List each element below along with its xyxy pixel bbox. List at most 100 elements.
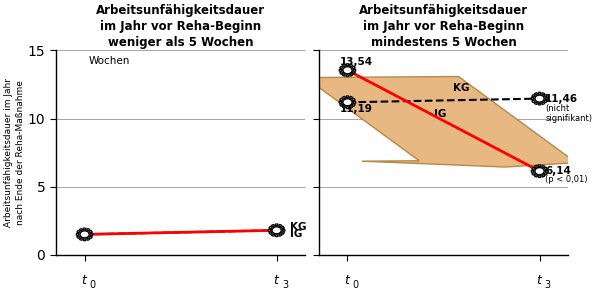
Polygon shape (532, 167, 535, 170)
Ellipse shape (343, 67, 352, 74)
Polygon shape (279, 234, 282, 236)
Polygon shape (352, 104, 355, 106)
Polygon shape (346, 107, 349, 108)
Polygon shape (350, 106, 353, 108)
Title: Arbeitsunfähigkeitsdauer
im Jahr vor Reha-Beginn
weniger als 5 Wochen: Arbeitsunfähigkeitsdauer im Jahr vor Reh… (96, 4, 265, 49)
Ellipse shape (343, 99, 352, 106)
Polygon shape (342, 64, 346, 67)
Polygon shape (342, 74, 346, 76)
Polygon shape (350, 64, 353, 67)
Ellipse shape (343, 99, 352, 106)
Polygon shape (545, 98, 548, 100)
Polygon shape (544, 100, 547, 103)
Polygon shape (340, 98, 343, 101)
Polygon shape (342, 106, 346, 108)
Polygon shape (86, 238, 90, 240)
Text: $t$: $t$ (273, 274, 280, 287)
Polygon shape (542, 93, 545, 95)
Polygon shape (352, 66, 355, 69)
Polygon shape (271, 224, 275, 227)
Polygon shape (350, 96, 353, 99)
Polygon shape (79, 238, 83, 240)
Polygon shape (340, 104, 343, 106)
Text: 3: 3 (282, 280, 288, 290)
Polygon shape (346, 75, 349, 76)
Polygon shape (281, 226, 284, 229)
Ellipse shape (343, 67, 352, 74)
Polygon shape (538, 165, 541, 167)
FancyArrow shape (305, 76, 600, 167)
Polygon shape (340, 72, 343, 74)
Polygon shape (275, 235, 278, 237)
Polygon shape (271, 234, 275, 236)
Y-axis label: Arbeitsunfähigkeitsdauer im Jahr
nach Ende der Reha-Maßnahme: Arbeitsunfähigkeitsdauer im Jahr nach En… (4, 78, 25, 227)
Polygon shape (340, 66, 343, 69)
Polygon shape (339, 69, 341, 71)
Polygon shape (89, 236, 92, 238)
Ellipse shape (535, 95, 544, 102)
Polygon shape (281, 232, 284, 234)
Polygon shape (534, 175, 538, 177)
Polygon shape (542, 165, 545, 168)
Polygon shape (269, 226, 272, 229)
Ellipse shape (535, 95, 544, 102)
Polygon shape (544, 95, 547, 97)
Polygon shape (350, 74, 353, 76)
Text: 13,54: 13,54 (340, 57, 373, 67)
Polygon shape (89, 230, 92, 233)
Text: KG: KG (290, 222, 307, 232)
Text: KG: KG (453, 83, 470, 93)
Polygon shape (531, 170, 533, 172)
Polygon shape (268, 229, 271, 231)
Polygon shape (91, 233, 93, 235)
Polygon shape (279, 224, 282, 227)
Text: (p < 0,01): (p < 0,01) (545, 175, 588, 184)
Text: (nicht
signifikant): (nicht signifikant) (545, 104, 592, 123)
Polygon shape (77, 236, 80, 238)
Ellipse shape (272, 227, 281, 234)
Polygon shape (346, 64, 349, 66)
Polygon shape (353, 69, 356, 71)
Text: Wochen: Wochen (88, 56, 130, 66)
Text: IG: IG (434, 108, 446, 118)
Polygon shape (542, 175, 545, 177)
Polygon shape (534, 93, 538, 95)
Text: $t$: $t$ (344, 274, 351, 287)
Polygon shape (339, 101, 341, 103)
Polygon shape (79, 228, 83, 231)
Ellipse shape (80, 231, 89, 238)
Polygon shape (534, 165, 538, 168)
Polygon shape (76, 233, 79, 235)
Text: $t$: $t$ (536, 274, 543, 287)
Polygon shape (83, 239, 86, 241)
Polygon shape (538, 176, 541, 178)
Text: 6,14: 6,14 (545, 166, 571, 176)
Polygon shape (538, 92, 541, 94)
Text: $t$: $t$ (81, 274, 88, 287)
Polygon shape (542, 102, 545, 105)
Polygon shape (77, 230, 80, 233)
Text: 0: 0 (353, 280, 359, 290)
Polygon shape (538, 103, 541, 105)
Ellipse shape (535, 168, 544, 175)
Polygon shape (275, 224, 278, 226)
Polygon shape (269, 232, 272, 234)
Polygon shape (352, 72, 355, 74)
Polygon shape (283, 229, 285, 231)
Text: IG: IG (290, 229, 302, 239)
Polygon shape (86, 228, 90, 231)
Polygon shape (545, 170, 548, 172)
Polygon shape (353, 101, 356, 103)
Ellipse shape (272, 227, 281, 234)
Polygon shape (544, 167, 547, 170)
Title: Arbeitsunfähigkeitsdauer
im Jahr vor Reha-Beginn
mindestens 5 Wochen: Arbeitsunfähigkeitsdauer im Jahr vor Reh… (359, 4, 528, 49)
Polygon shape (346, 96, 349, 98)
Polygon shape (532, 95, 535, 97)
Polygon shape (83, 228, 86, 230)
Text: 11,46: 11,46 (545, 93, 578, 103)
Polygon shape (352, 98, 355, 101)
Text: 3: 3 (545, 280, 551, 290)
Text: 0: 0 (90, 280, 96, 290)
Ellipse shape (80, 231, 89, 238)
Polygon shape (532, 100, 535, 103)
